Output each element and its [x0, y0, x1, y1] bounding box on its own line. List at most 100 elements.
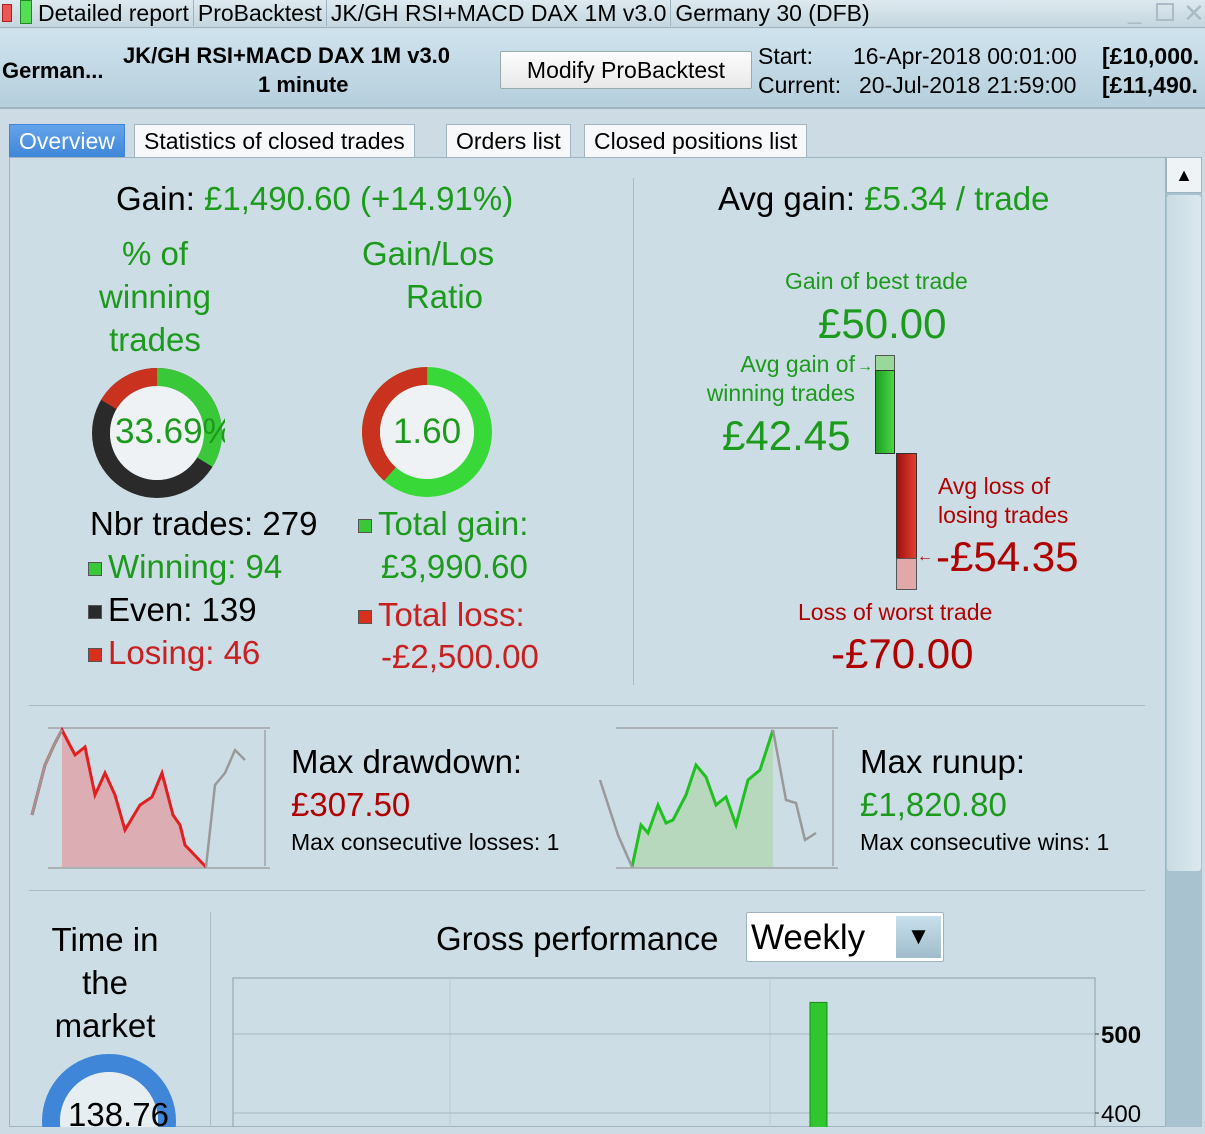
- bar: [809, 1001, 828, 1127]
- drawdown-label: Max drawdown:: [291, 743, 523, 780]
- current-label: Current:: [758, 72, 842, 98]
- label-line: losing trades: [938, 502, 1069, 528]
- tab-overview[interactable]: Overview: [9, 124, 125, 158]
- losing-legend-icon: [88, 648, 102, 663]
- label-line: Avg loss of: [938, 473, 1051, 499]
- gain-value: £1,490.60: [204, 180, 351, 217]
- total-loss-icon: [358, 610, 372, 625]
- current-capital: [£11,490.: [1102, 72, 1198, 98]
- winning-text: Winning: 94: [108, 548, 283, 585]
- gross-performance-chart: 400 500: [232, 977, 1141, 1127]
- avg-win-value: £42.45: [722, 412, 851, 459]
- avg-win-label: Avg gain of winning trades: [680, 350, 855, 408]
- label-line: Avg gain of: [740, 351, 855, 377]
- runup-value: £1,820.80: [860, 786, 1007, 823]
- total-gain-value: £3,990.60: [381, 548, 528, 585]
- system-name: JK/GH RSI+MACD DAX 1M v3.0: [123, 43, 451, 68]
- candle-icon: [20, 0, 32, 24]
- avg-loss-label: Avg loss of losing trades: [938, 472, 1068, 530]
- even-count: Even: 139: [88, 591, 257, 629]
- tab-orders-list[interactable]: Orders list: [446, 124, 571, 158]
- time-in-market-label: Time in the market: [30, 918, 180, 1047]
- chevron-down-icon[interactable]: ▼: [896, 916, 941, 958]
- title-segment: Detailed report: [34, 0, 194, 26]
- scrollbar-thumb[interactable]: [1167, 195, 1201, 871]
- total-gain-label: Total gain:: [378, 505, 529, 542]
- start-capital: [£10,000.: [1102, 43, 1200, 69]
- tab-statistics[interactable]: Statistics of closed trades: [134, 124, 415, 158]
- label-line: trades: [109, 321, 201, 358]
- pct-winning-value: 33.69%: [115, 412, 225, 451]
- worst-trade-value: -£70.00: [831, 630, 974, 677]
- current-value: 20-Jul-2018 21:59:00: [859, 72, 1077, 98]
- title-segment: ProBacktest: [194, 0, 327, 26]
- instrument-name: German...: [2, 58, 104, 83]
- runup-label: Max runup:: [860, 743, 1026, 780]
- total-loss-label: Total loss:: [378, 596, 525, 633]
- best-trade-bar: [875, 355, 895, 371]
- even-legend-icon: [88, 605, 102, 620]
- label-line: the: [82, 964, 128, 1001]
- label-line: % of: [121, 235, 189, 272]
- label-line: Ratio: [405, 278, 484, 315]
- title-segment: JK/GH RSI+MACD DAX 1M v3.0: [327, 0, 672, 26]
- nbr-trades: Nbr trades: 279: [90, 505, 318, 542]
- avg-gain-label: Avg gain:: [718, 180, 855, 217]
- app-logo-icon: [2, 4, 12, 22]
- scroll-up-icon[interactable]: ▲: [1166, 157, 1202, 193]
- title-segment: Germany 30 (DFB): [675, 0, 870, 26]
- best-trade-value: £50.00: [818, 300, 947, 347]
- y-tick-label: 400: [1101, 1101, 1141, 1127]
- losing-text: Losing: 46: [108, 634, 261, 671]
- winning-legend-icon: [88, 562, 102, 577]
- label-line: winning: [99, 278, 211, 315]
- minimize-icon[interactable]: _: [1128, 0, 1142, 25]
- y-tick-label: 500: [1101, 1022, 1141, 1049]
- arrow-icon: →: [857, 358, 873, 375]
- time-in-market-value: 138.76: [68, 1096, 169, 1133]
- worst-trade-label: Loss of worst trade: [798, 599, 993, 625]
- label-line: market: [54, 1007, 156, 1044]
- even-text: Even: 139: [108, 591, 257, 628]
- divider: [210, 912, 211, 1127]
- runup-sparkline: [598, 727, 838, 869]
- max-consecutive-wins: Max consecutive wins: 1: [860, 829, 1110, 855]
- max-consecutive-losses: Max consecutive losses: 1: [291, 829, 560, 855]
- gain-percent: (+14.91%): [360, 180, 514, 217]
- total-gain-icon: [358, 519, 372, 534]
- drawdown-sparkline: [30, 726, 270, 869]
- gain-loss-ratio-donut: [362, 367, 492, 497]
- gl-ratio-value: 1.60: [392, 412, 462, 451]
- maximize-icon[interactable]: [1156, 3, 1174, 21]
- title-bar: Detailed report ProBacktest JK/GH RSI+MACD…: [0, 0, 1205, 28]
- worst-trade-bar: [896, 558, 917, 590]
- losing-count: Losing: 46: [88, 634, 260, 672]
- avg-win-bar: [875, 370, 895, 454]
- divider: [29, 890, 1145, 891]
- plot-area: [232, 977, 1096, 1127]
- period-select-value: Weekly: [751, 918, 866, 957]
- arrow-left-icon: ←: [917, 548, 933, 565]
- gain-label: Gain:: [116, 180, 195, 217]
- tab-closed-positions[interactable]: Closed positions list: [584, 124, 808, 158]
- modify-probacktest-button[interactable]: Modify ProBacktest: [500, 51, 752, 89]
- timeframe: 1 minute: [258, 72, 349, 97]
- start-label: Start:: [758, 43, 813, 69]
- gross-performance-label: Gross performance: [436, 920, 719, 957]
- label-line: Time in: [51, 921, 159, 958]
- label-line: winning trades: [706, 380, 855, 406]
- avg-gain-value: £5.34 / trade: [864, 180, 1050, 217]
- period-select[interactable]: Weekly ▼: [746, 912, 944, 962]
- divider: [29, 705, 1145, 706]
- report-header: German... JK/GH RSI+MACD DAX 1M v3.0 1 m…: [0, 29, 1205, 109]
- pct-winning-label: % of winning trades: [80, 232, 230, 361]
- winning-trades-donut: [91, 368, 222, 498]
- start-value: 16-Apr-2018 00:01:00: [853, 43, 1077, 69]
- overview-panel: [9, 157, 1166, 1127]
- time-in-market-donut: [42, 1054, 176, 1127]
- close-icon[interactable]: ✕: [1183, 0, 1205, 28]
- scrollbar[interactable]: ▲: [1166, 157, 1202, 1127]
- winning-count: Winning: 94: [88, 548, 282, 586]
- avg-loss-value: -£54.35: [936, 533, 1079, 580]
- avg-loss-bar: [896, 453, 917, 559]
